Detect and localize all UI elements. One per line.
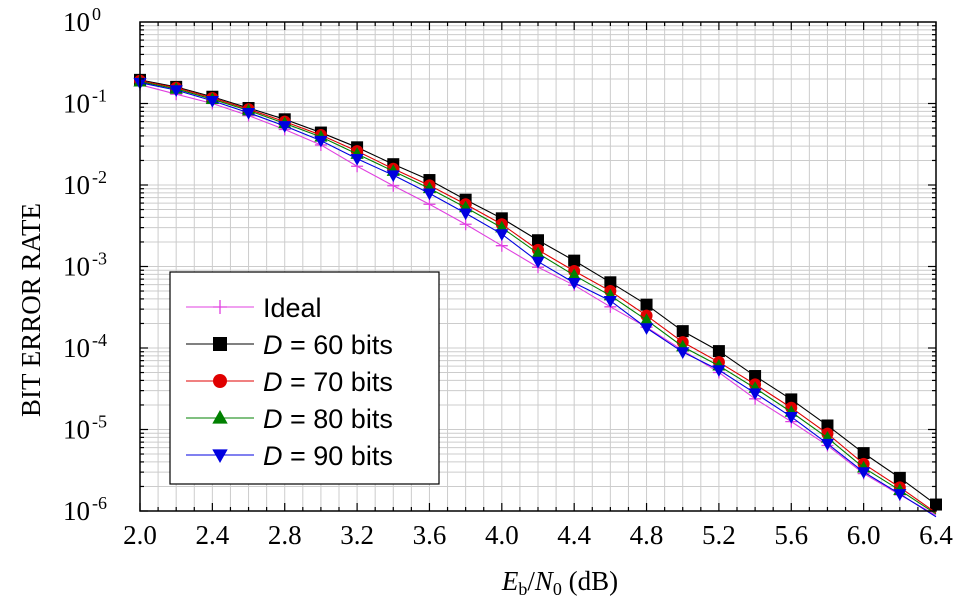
y-axis-title: BIT ERROR RATE [16,203,46,417]
y-tick-exponent: -2 [92,167,107,187]
data-point [495,229,509,241]
legend-entry: D = 70 bits [186,367,393,397]
x-tick-label: 2.4 [195,520,229,550]
data-point [531,246,545,259]
x-tick-label: 3.2 [340,520,374,550]
y-tick-exponent: -4 [92,330,107,350]
legend-entries: Ideal D = 60 bits D = 70 bits D = 80 bits D … [186,293,393,471]
data-point [459,218,472,231]
x-tick-label: 5.6 [774,520,808,550]
legend-label: D = 60 bits [263,330,393,360]
x-axis-unit: (dB) [562,566,618,596]
data-point [314,135,328,148]
data-point [169,85,183,98]
data-point [785,393,798,406]
data-point [748,388,762,401]
series-90-bits [133,77,937,518]
legend-entry: D = 90 bits [186,441,393,471]
x-tick-label: 3.6 [413,520,447,550]
data-point [893,471,906,484]
legend-entry: D = 60 bits [186,330,393,360]
data-point [213,300,227,314]
data-point [604,276,617,289]
data-point [603,295,617,308]
data-point [213,337,227,351]
x-axis-sub1: b [518,579,527,599]
data-point [749,370,762,383]
ticks [139,22,937,512]
data-point [676,325,689,338]
y-tick-exponent: -5 [92,412,107,432]
x-axis-slash: / [527,566,535,596]
data-point [532,234,544,247]
y-tick-exponent: 0 [92,4,101,24]
x-axis-sub2: 0 [553,579,562,599]
data-point [639,313,654,325]
data-point [422,188,437,201]
data-point [567,268,581,281]
x-tick-label: 4.8 [630,520,664,550]
data-point [712,345,725,358]
y-tick-label: 10 [63,170,90,200]
x-tick-labels: 2.0 2.4 2.8 3.2 3.6 4.0 4.4 4.8 5.2 5.6 6.0 6.4 [123,520,953,550]
data-point [386,170,400,183]
x-tick-label: 4.4 [557,520,591,550]
legend-label: D = 70 bits [263,367,393,397]
data-point [639,323,654,335]
series-layer [133,73,942,518]
data-point [568,254,581,267]
x-axis-var2: N [534,566,555,596]
y-tick-label: 10 [63,415,90,445]
x-tick-label: 4.0 [485,520,519,550]
legend-label: Ideal [263,293,322,323]
x-tick-label: 5.2 [702,520,736,550]
x-tick-label: 2.8 [268,520,302,550]
x-tick-label: 6.4 [919,520,953,550]
legend: Ideal D = 60 bits D = 70 bits D = 80 bits D … [169,271,440,485]
legend-entry: D = 80 bits [186,404,393,434]
data-point [212,449,228,464]
y-tick-label: 10 [63,333,90,363]
data-point [640,298,653,311]
y-tick-exponent: -6 [92,493,107,513]
data-point [423,198,436,211]
data-point [495,239,508,252]
data-point [784,412,798,424]
x-axis-title: Eb/N0 (dB) [501,566,618,599]
data-point [676,347,690,359]
x-tick-label: 2.0 [123,520,157,550]
y-tick-label: 10 [63,496,90,526]
y-tick-label: 10 [63,252,90,282]
data-point [459,208,473,221]
y-tick-exponent: -3 [92,249,107,269]
data-point [712,365,726,377]
data-point [857,447,870,460]
data-point [241,107,256,120]
data-point [567,278,581,290]
y-tick-label: 10 [63,89,90,119]
data-point [350,153,364,166]
data-point [820,438,835,451]
data-point [205,95,219,108]
data-point [893,489,907,501]
legend-entry: Ideal [186,293,322,323]
data-point [213,374,227,388]
y-tick-label: 10 [63,7,90,37]
data-point [531,256,545,269]
y-tick-exponent: -1 [92,86,107,106]
x-tick-label: 6.0 [847,520,881,550]
data-point [212,409,228,424]
data-point [857,467,871,479]
data-point [278,121,292,133]
legend-label: D = 90 bits [263,441,393,471]
legend-label: D = 80 bits [263,404,393,434]
x-axis-var1: E [501,566,519,596]
